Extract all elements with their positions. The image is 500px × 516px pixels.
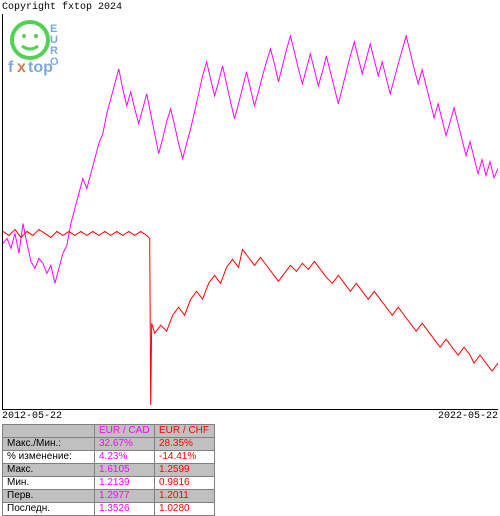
table-row: Макс./Мин.:32.67%28.35% <box>3 438 215 451</box>
table-row: Макс.1.61051.2599 <box>3 464 215 477</box>
x-axis-end: 2022-05-22 <box>438 411 498 422</box>
row-value-2: 1.0280 <box>155 503 215 516</box>
fxtop-watermark: E U R O f x top <box>6 18 76 83</box>
row-value-1: 4.23% <box>95 451 155 464</box>
header-series-2: EUR / CHF <box>155 425 215 438</box>
row-label: % изменение: <box>3 451 95 464</box>
row-value-2: -14.41% <box>155 451 215 464</box>
row-value-2: 28.35% <box>155 438 215 451</box>
row-value-1: 1.6105 <box>95 464 155 477</box>
row-label: Последн. <box>3 503 95 516</box>
chart-area <box>2 14 498 410</box>
svg-text:x: x <box>17 59 26 76</box>
header-series-1: EUR / CAD <box>95 425 155 438</box>
row-label: Макс./Мин.: <box>3 438 95 451</box>
x-axis-start: 2012-05-22 <box>2 411 62 422</box>
table-row: Последн.1.35261.0280 <box>3 503 215 516</box>
svg-text:f: f <box>8 59 14 76</box>
table-header-row: EUR / CAD EUR / CHF <box>3 425 215 438</box>
stats-table: EUR / CAD EUR / CHF Макс./Мин.:32.67%28.… <box>2 424 215 516</box>
row-label: Перв. <box>3 490 95 503</box>
chart-svg <box>3 14 498 409</box>
copyright-text: Copyright fxtop 2024 <box>2 2 122 13</box>
header-empty <box>3 425 95 438</box>
series-eur-chf <box>3 229 498 405</box>
row-label: Мин. <box>3 477 95 490</box>
row-value-1: 1.2977 <box>95 490 155 503</box>
row-value-2: 0.9816 <box>155 477 215 490</box>
row-value-1: 32.67% <box>95 438 155 451</box>
row-value-2: 1.2599 <box>155 464 215 477</box>
row-value-1: 1.2139 <box>95 477 155 490</box>
row-value-2: 1.2011 <box>155 490 215 503</box>
svg-text:top: top <box>28 59 53 76</box>
row-label: Макс. <box>3 464 95 477</box>
table-row: % изменение:4.23%-14.41% <box>3 451 215 464</box>
table-row: Мин.1.21390.9816 <box>3 477 215 490</box>
table-row: Перв.1.29771.2011 <box>3 490 215 503</box>
series-eur-cad <box>3 36 498 283</box>
row-value-1: 1.3526 <box>95 503 155 516</box>
